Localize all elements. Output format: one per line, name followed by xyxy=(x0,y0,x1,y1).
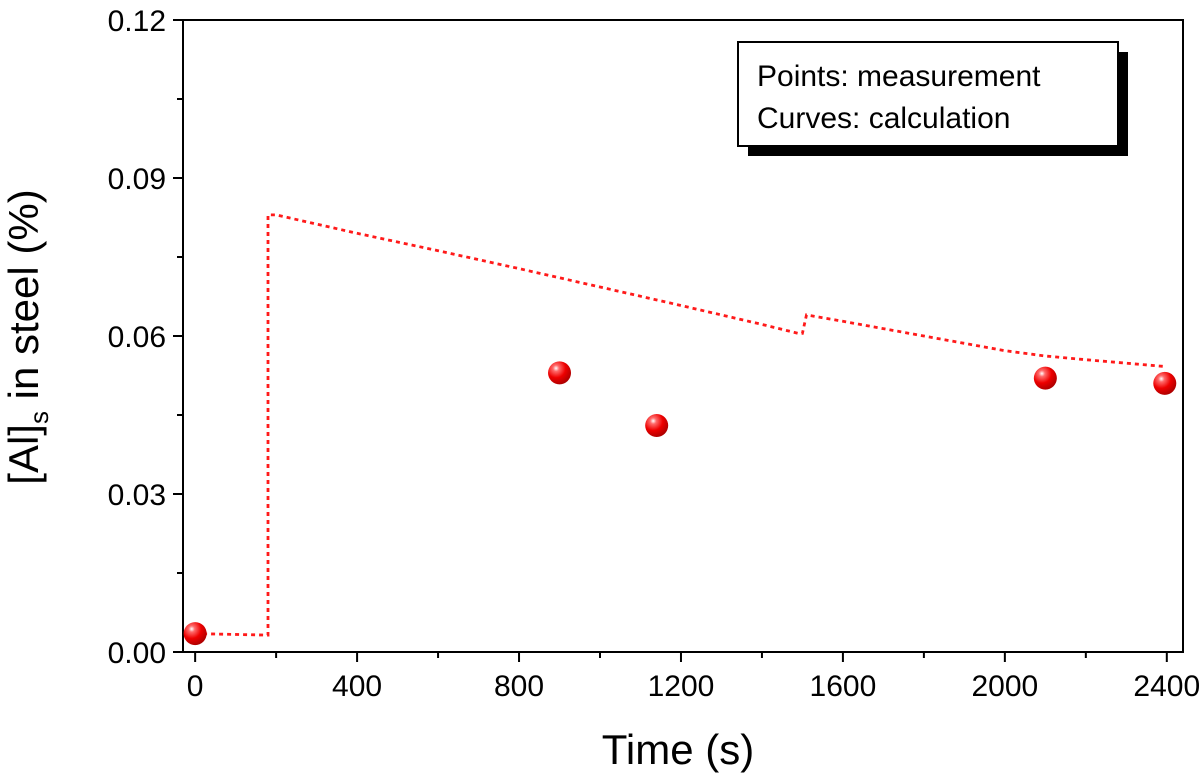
y-axis-title-main: [Al] xyxy=(0,424,47,485)
legend-line-measurement: Points: measurement xyxy=(757,60,1041,93)
legend-box xyxy=(737,41,1119,147)
x-tick-label: 1200 xyxy=(648,670,715,703)
x-tick-label: 400 xyxy=(332,670,382,703)
x-tick-label: 800 xyxy=(494,670,544,703)
calculation-curve xyxy=(195,213,1165,637)
measurement-point xyxy=(1153,371,1177,395)
legend-line-calculation: Curves: calculation xyxy=(757,102,1010,135)
y-axis-title-subscript: s xyxy=(24,411,54,424)
x-tick-label: 1600 xyxy=(810,670,877,703)
x-tick-label: 2400 xyxy=(1133,670,1200,703)
measurement-point xyxy=(548,361,572,385)
measurement-point xyxy=(645,414,669,438)
y-axis-title: [Al]s in steel (%) xyxy=(0,189,54,484)
y-axis-title-rest: in steel (%) xyxy=(0,189,47,411)
y-tick-label: 0.00 xyxy=(108,637,166,670)
calculation-curves xyxy=(195,213,1165,637)
y-tick-label: 0.06 xyxy=(108,321,166,354)
measurement-point xyxy=(1033,366,1057,390)
axes: 0 400 800 1200 1600 2000 2400 0.00 0.03 0.06 0.09 0… xyxy=(108,5,1200,703)
x-tick-label: 0 xyxy=(187,670,204,703)
y-tick-label: 0.12 xyxy=(108,5,166,38)
measurement-point xyxy=(183,622,207,646)
y-tick-label: 0.09 xyxy=(108,163,166,196)
measurement-points xyxy=(183,361,1177,646)
y-tick-label: 0.03 xyxy=(108,479,166,512)
x-tick-label: 2000 xyxy=(971,670,1038,703)
legend: Points: measurement Curves: calculation xyxy=(737,41,1128,156)
x-axis-title: Time (s) xyxy=(602,726,754,773)
